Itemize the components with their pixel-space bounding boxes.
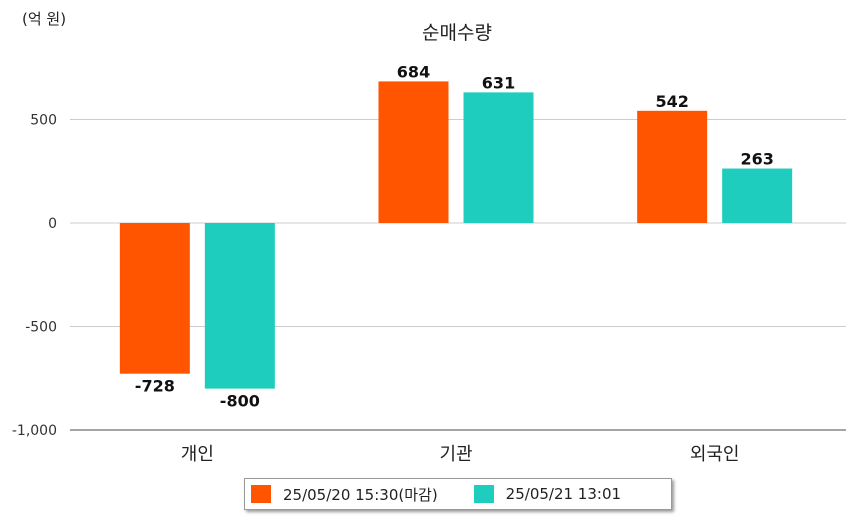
y-tick-label: -500	[25, 320, 57, 336]
legend-swatch-series-1	[251, 485, 271, 503]
legend-label-series-2: 25/05/21 13:01	[505, 485, 622, 503]
bar-1-3	[637, 110, 708, 223]
bar-2-2	[463, 92, 534, 224]
unit-label: (억 원)	[22, 10, 67, 28]
bar-2-1	[204, 223, 275, 389]
x-tick-label: 외국인	[690, 444, 740, 465]
legend-swatch-series-2	[473, 485, 494, 503]
bar-1-1	[119, 223, 190, 374]
data-label: 263	[740, 150, 773, 169]
bar-1-2	[378, 81, 449, 223]
y-tick-label: -1,000	[12, 423, 57, 439]
data-label: 542	[655, 92, 688, 111]
legend-item-series-2[interactable]: 25/05/21 13:01	[473, 485, 622, 503]
legend: 25/05/20 15:30(마감) 25/05/21 13:01	[244, 478, 672, 510]
bar-2-3	[722, 168, 793, 223]
x-tick-label: 개인	[181, 444, 214, 465]
legend-item-series-1[interactable]: 25/05/20 15:30(마감)	[251, 484, 438, 505]
legend-label-series-1: 25/05/20 15:30(마감)	[283, 485, 438, 504]
chart-title: 순매수량	[422, 22, 492, 44]
y-tick-label: 500	[30, 113, 57, 129]
y-tick-label: 0	[48, 216, 57, 232]
data-label: 684	[397, 62, 430, 81]
data-label: -800	[220, 392, 260, 411]
data-label: 631	[482, 73, 515, 92]
x-tick-label: 기관	[439, 444, 472, 465]
data-label: -728	[135, 377, 175, 396]
